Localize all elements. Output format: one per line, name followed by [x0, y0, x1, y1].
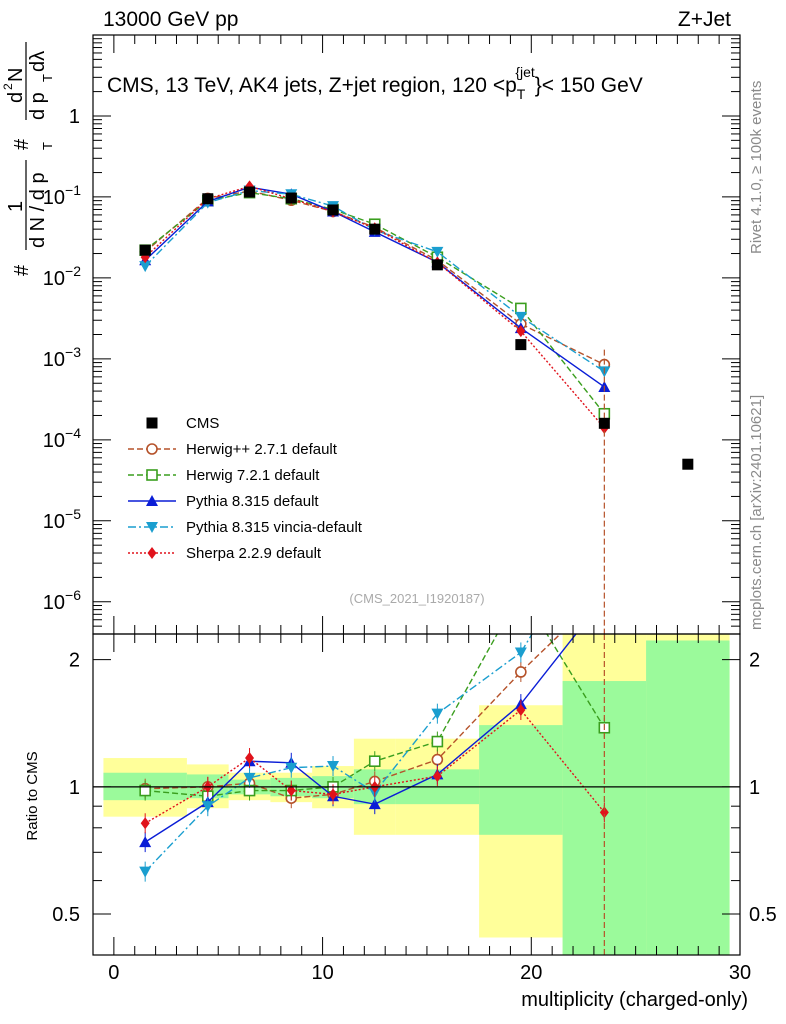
main-series-marker: [431, 246, 444, 258]
legend: CMS Herwig++ 2.7.1 default Herwig 7.2.1 de…: [128, 415, 363, 562]
cms-data-point: [431, 259, 443, 271]
x-tick-label: 20: [520, 962, 542, 984]
svg-text:d: d: [5, 92, 27, 103]
main-y-tick-label: 10−3: [43, 344, 81, 371]
ratio-y-tick-label-right: 1: [749, 777, 760, 799]
ratio-series-marker: [140, 817, 150, 830]
cms-data-point: [515, 339, 527, 351]
x-tick-label: 30: [729, 962, 751, 984]
ratio-series-marker: [243, 772, 256, 784]
ratio-y-tick-label: 2: [69, 650, 80, 672]
cms-data-point: [598, 417, 610, 429]
svg-text:d p: d p: [27, 92, 49, 120]
main-y-tick-label: 10−4: [43, 425, 81, 452]
ratio-series-marker: [245, 752, 255, 765]
axes-ticks: 1 10−1 10−2 10−3 10−4 10−5 10−6 0 10 20 30 0.5 0.5 1 1…: [43, 34, 777, 984]
ratio-y-tick-label: 1: [69, 777, 80, 799]
ratio-series-marker: [328, 788, 338, 801]
cms-data-points: [139, 186, 694, 470]
legend-marker-cms: [146, 417, 158, 429]
legend-label-cms: CMS: [186, 415, 219, 432]
cms-data-point: [202, 193, 214, 205]
svg-text:T: T: [40, 142, 55, 150]
cms-data-point: [682, 458, 694, 470]
svg-text:N: N: [5, 68, 27, 82]
main-series-line: [144, 189, 605, 373]
analysis-id: (CMS_2021_I1920187): [349, 591, 484, 606]
legend-marker: [146, 443, 158, 455]
main-series-layer: [139, 180, 611, 634]
legend-label: Herwig 7.2.1 default: [186, 467, 320, 484]
legend-marker: [147, 547, 157, 559]
svg-text:2: 2: [1, 83, 15, 90]
ratio-series-marker: [327, 761, 340, 773]
cms-data-point: [327, 204, 339, 216]
legend-marker: [146, 495, 158, 506]
ratio-series-marker: [516, 586, 526, 596]
legend-label: Sherpa 2.2.9 default: [186, 545, 322, 562]
main-series-marker: [514, 311, 527, 323]
main-series-marker: [139, 261, 152, 273]
main-y-tick-label: 1: [69, 106, 80, 128]
ratio-series-line: [145, 634, 605, 797]
energy-title: 13000 GeV pp: [103, 8, 238, 31]
ratio-series-marker: [285, 762, 298, 774]
ratio-band-green: [646, 640, 730, 955]
ratio-series-marker: [201, 801, 214, 813]
cms-data-point: [285, 192, 297, 204]
main-y-axis-label: # 1 d N / d p T # d 2 N d p T dλ: [1, 42, 55, 276]
ratio-series-marker: [431, 753, 444, 766]
ratio-series-marker: [139, 866, 152, 878]
ratio-series-marker: [515, 666, 527, 678]
ratio-series-marker: [139, 836, 152, 848]
main-y-tick-label: 10−1: [43, 182, 81, 209]
ratio-uncertainty-bands: [103, 634, 730, 955]
ratio-series-marker: [516, 704, 526, 717]
main-y-tick-label: 10−6: [43, 587, 81, 614]
x-tick-label: 10: [311, 962, 333, 984]
legend-label: Pythia 8.315 vincia-default: [186, 519, 363, 536]
x-axis-label: multiplicity (charged-only): [521, 989, 748, 1011]
process-title: Z+Jet: [678, 8, 731, 31]
cms-data-point: [369, 223, 381, 235]
svg-text:#: #: [11, 264, 33, 276]
cms-data-point: [244, 186, 256, 198]
cms-data-point: [139, 244, 151, 256]
svg-text:dλ: dλ: [27, 51, 49, 72]
ratio-series-marker: [514, 647, 527, 659]
svg-text:1: 1: [5, 201, 27, 212]
ratio-y-tick-label: 0.5: [52, 904, 80, 926]
ratio-y-tick-label-right: 0.5: [749, 904, 777, 926]
ratio-y-tick-label-right: 2: [749, 650, 760, 672]
main-series-line: [144, 186, 605, 388]
legend-label: Pythia 8.315 default: [186, 493, 319, 510]
x-tick-label: 0: [108, 962, 119, 984]
svg-text:d N / d p: d N / d p: [27, 172, 49, 248]
legend-marker: [146, 469, 158, 481]
legend-label: Herwig++ 2.7.1 default: [186, 441, 338, 458]
main-y-tick-label: 10−5: [43, 506, 81, 533]
ratio-series-marker: [286, 784, 296, 797]
ratio-series-marker: [431, 735, 444, 748]
main-y-tick-label: 10−2: [43, 263, 81, 290]
svg-text:#: #: [11, 138, 33, 150]
ratio-plot-frame: [92, 633, 741, 956]
plot-title: CMS, 13 TeV, AK4 jets, Z+jet region, 120…: [107, 64, 643, 102]
main-series-marker: [516, 325, 526, 338]
mcplots-label: mcplots.cern.ch [arXiv:2401.10621]: [748, 395, 765, 630]
ratio-series-marker: [431, 708, 444, 720]
ratio-band-green: [479, 725, 563, 835]
ratio-series-marker: [368, 798, 381, 810]
legend-marker: [146, 522, 158, 533]
ratio-series-marker: [139, 784, 151, 797]
ratio-series-marker: [599, 806, 609, 819]
ratio-y-axis-label: Ratio to CMS: [24, 751, 41, 840]
rivet-version-label: Rivet 4.1.0, ≥ 100k events: [748, 81, 765, 254]
svg-text:T: T: [40, 74, 55, 82]
ratio-series-marker: [368, 755, 381, 768]
ratio-series-marker: [432, 770, 442, 783]
